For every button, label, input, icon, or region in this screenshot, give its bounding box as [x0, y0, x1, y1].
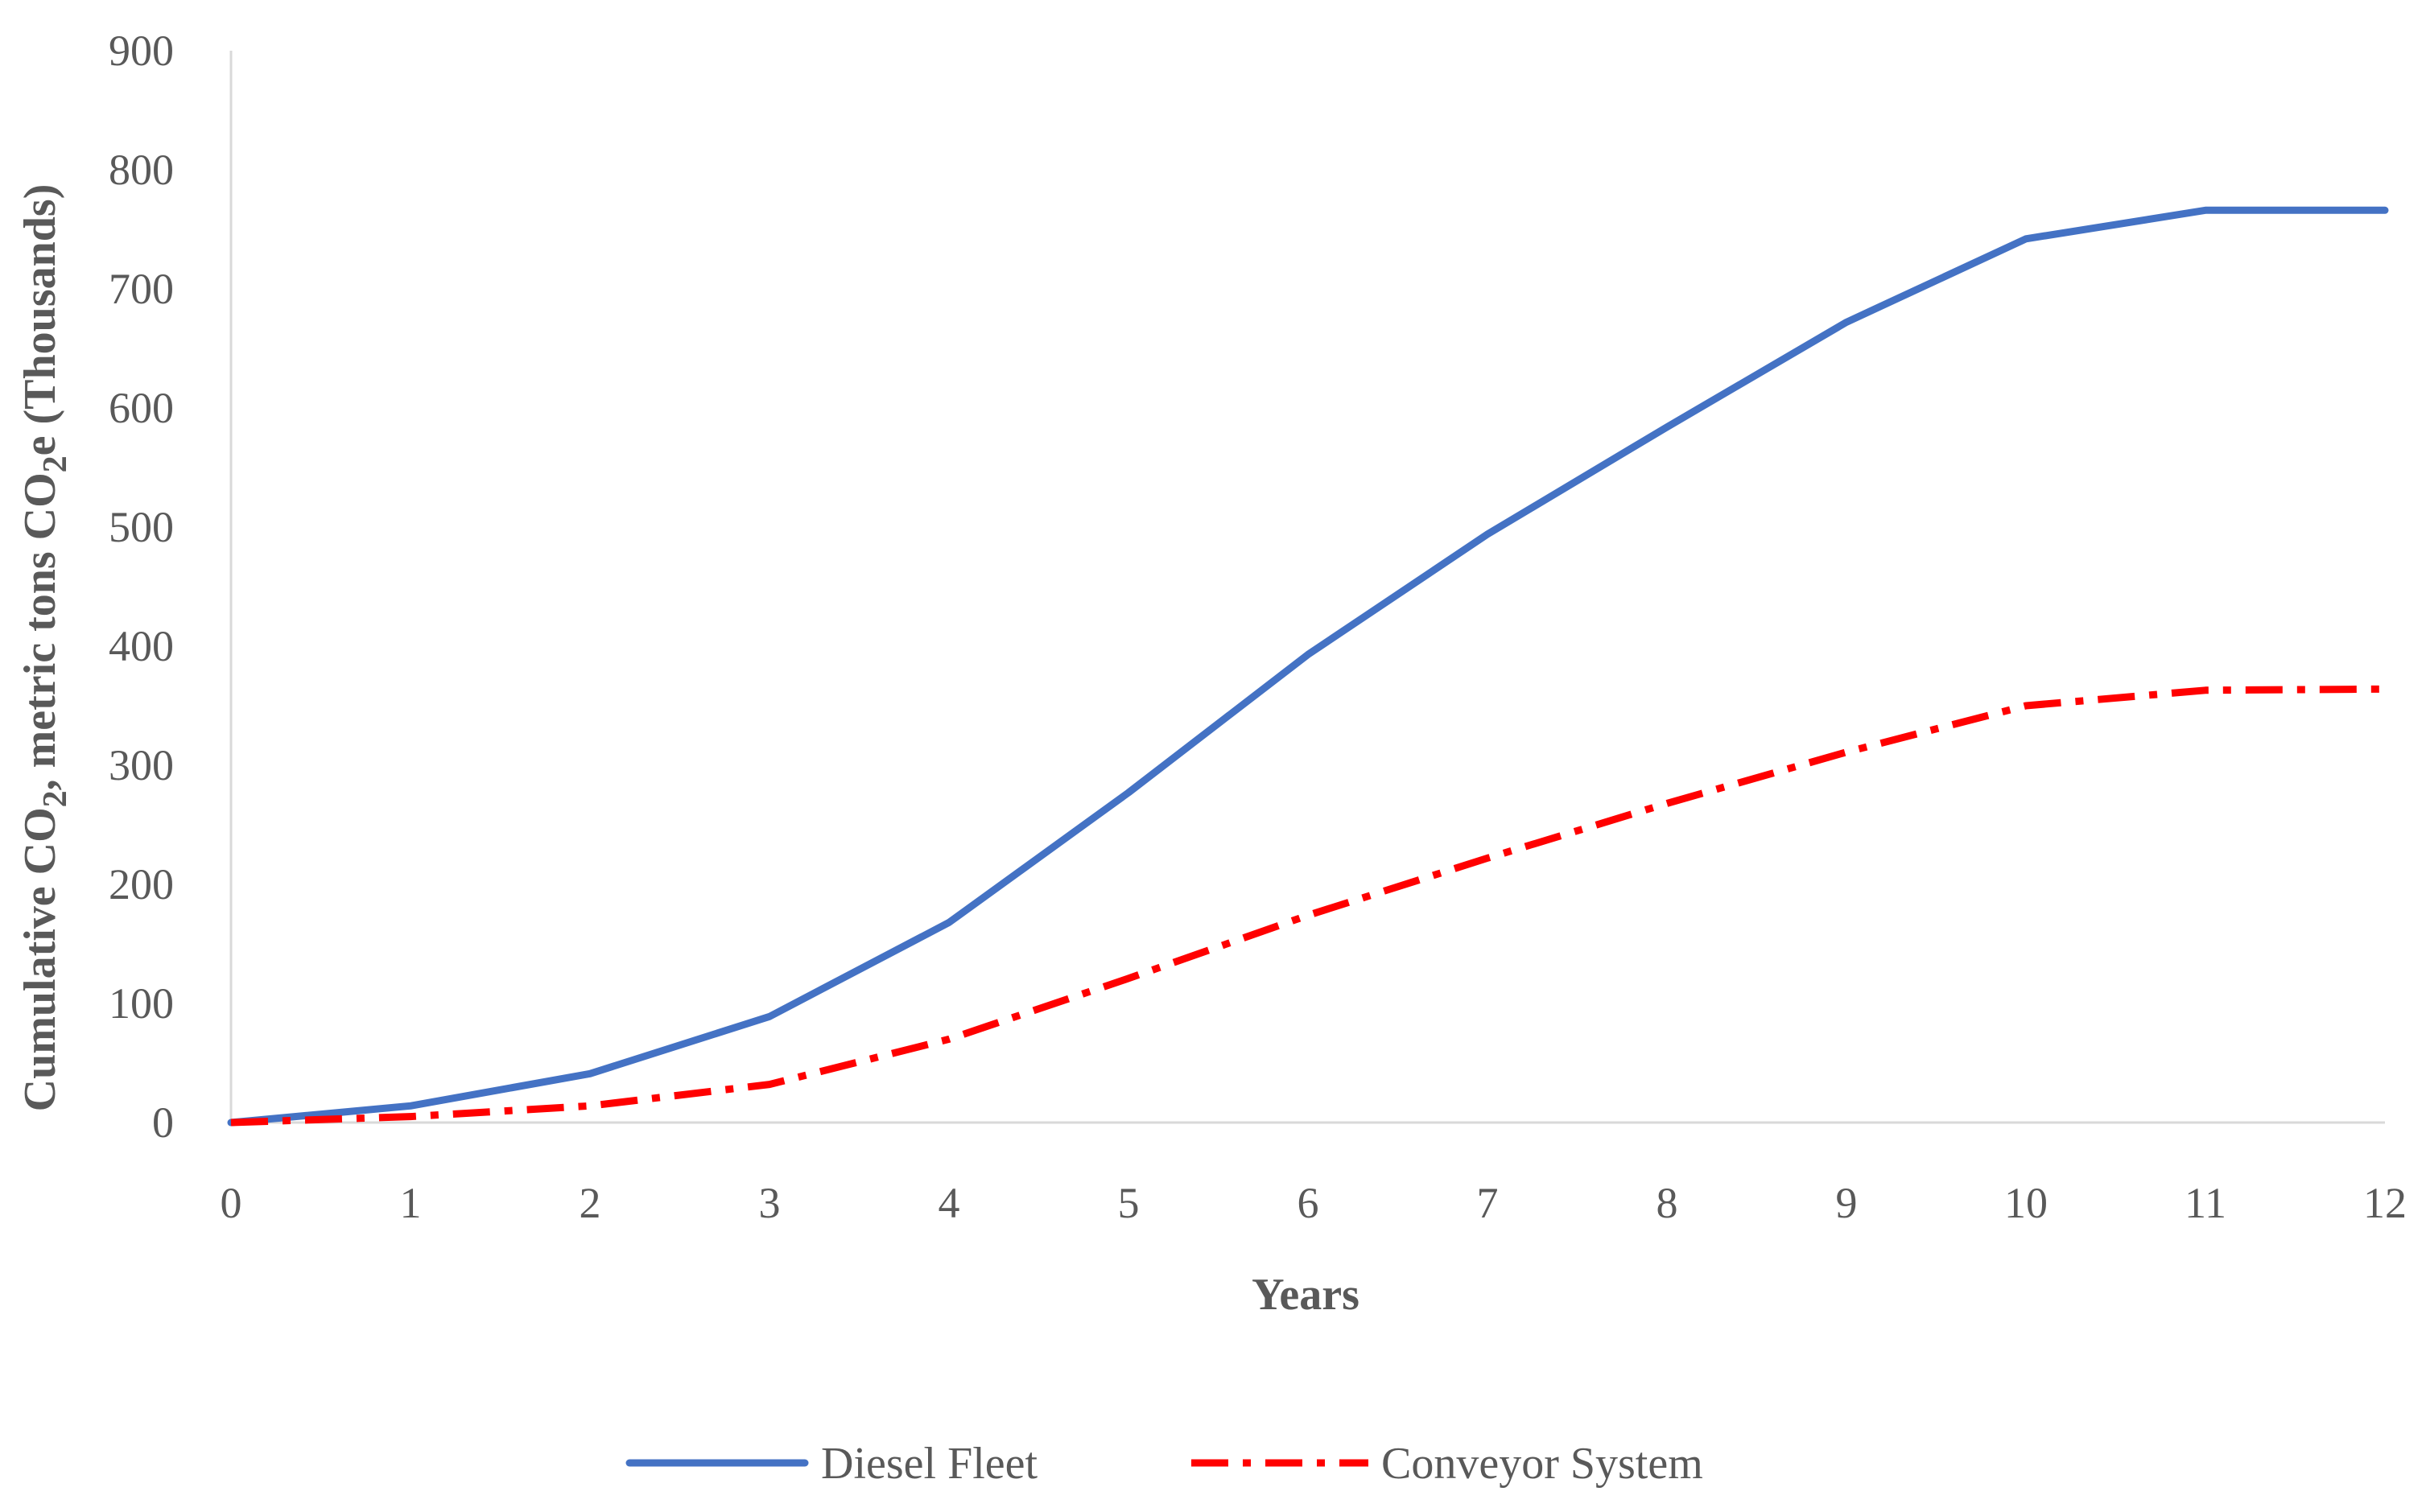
x-tick-label: 5 — [1118, 1179, 1140, 1227]
x-tick-label: 10 — [2004, 1179, 2048, 1227]
series-lines — [227, 206, 2389, 1127]
x-tick-label: 7 — [1477, 1179, 1499, 1227]
x-tick-label: 2 — [580, 1179, 601, 1227]
x-tick-label: 12 — [2363, 1179, 2407, 1227]
y-tick-label: 800 — [109, 146, 174, 194]
x-tick-label: 1 — [400, 1179, 422, 1227]
legend-item-diesel-fleet: Diesel Fleet — [625, 1439, 1038, 1489]
y-tick-label: 100 — [109, 979, 174, 1028]
y-tick-label: 900 — [109, 27, 174, 75]
x-axis-tick-labels: 0 1 2 3 4 5 6 7 8 9 10 11 12 — [221, 1179, 2407, 1227]
x-axis-title: Years — [1252, 1270, 1359, 1320]
legend: Diesel Fleet Conveyor System — [625, 1439, 1703, 1489]
x-tick-label: 8 — [1657, 1179, 1678, 1227]
x-tick-label: 3 — [759, 1179, 781, 1227]
x-tick-label: 0 — [221, 1179, 242, 1227]
y-axis-title: Cumulative CO2, metric tons CO2e (Thousa… — [15, 184, 74, 1112]
y-tick-label: 200 — [109, 860, 174, 908]
series-line-conveyor-system — [230, 685, 2386, 1127]
y-tick-label: 0 — [152, 1098, 174, 1147]
y-axis-tick-labels: 0 100 200 300 400 500 600 700 800 900 — [109, 27, 174, 1147]
x-tick-label: 6 — [1298, 1179, 1319, 1227]
x-tick-label: 4 — [939, 1179, 960, 1227]
y-tick-label: 500 — [109, 503, 174, 551]
series-line-diesel-fleet — [227, 206, 2389, 1127]
x-tick-label: 9 — [1836, 1179, 1858, 1227]
y-tick-label: 600 — [109, 384, 174, 432]
legend-item-conveyor-system: Conveyor System — [1191, 1439, 1703, 1489]
y-tick-label: 700 — [109, 265, 174, 313]
legend-label-conveyor-system: Conveyor System — [1381, 1439, 1703, 1489]
y-tick-label: 300 — [109, 741, 174, 789]
legend-label-diesel-fleet: Diesel Fleet — [821, 1439, 1038, 1489]
x-tick-label: 11 — [2185, 1179, 2226, 1227]
y-tick-label: 400 — [109, 622, 174, 670]
